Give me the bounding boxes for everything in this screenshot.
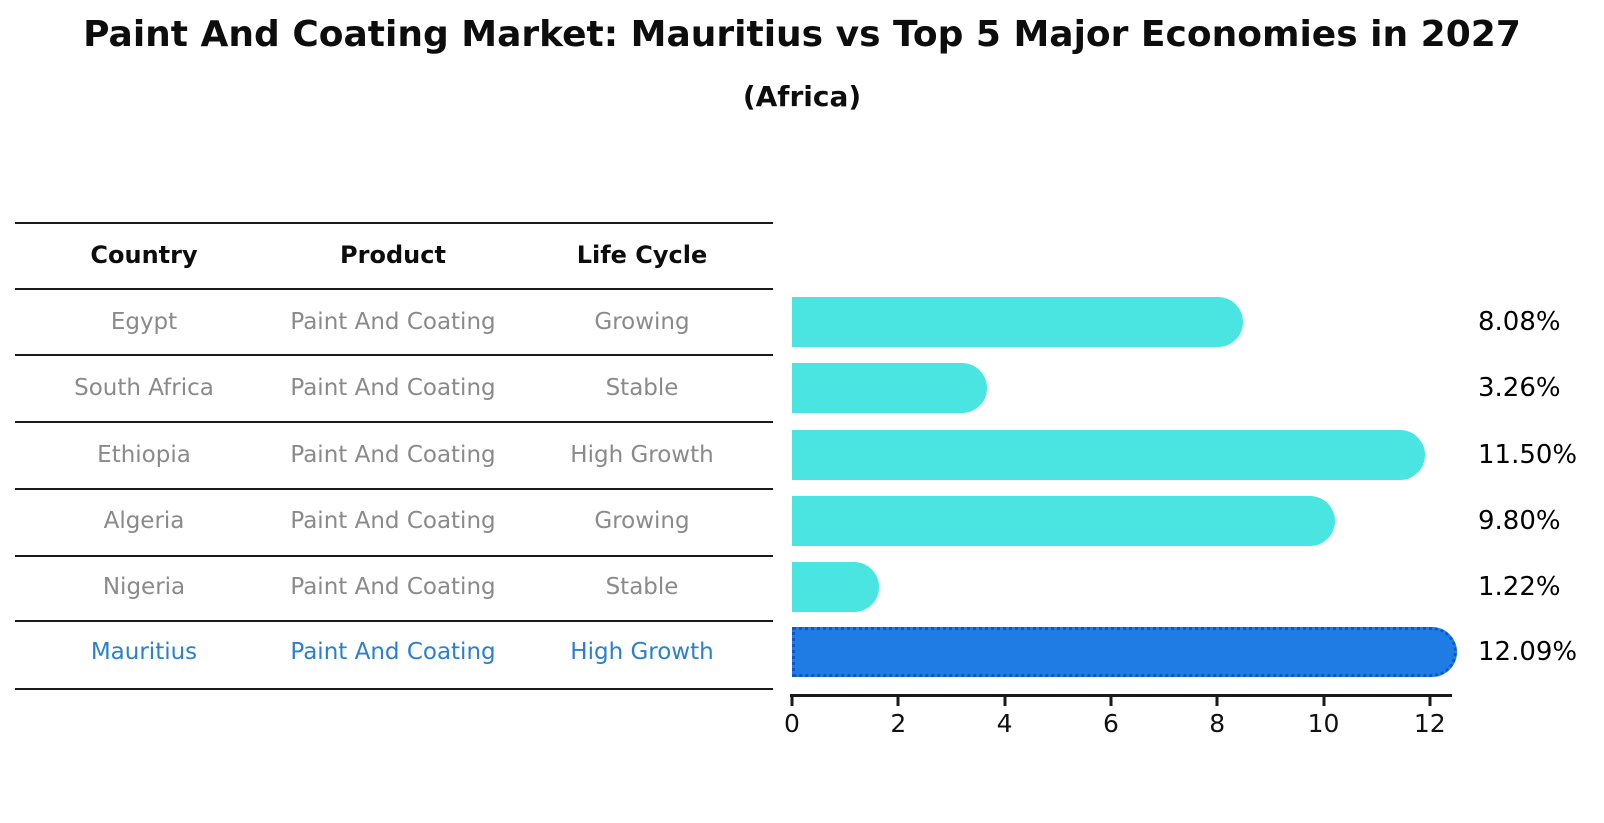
table-cell-country: Egypt	[110, 309, 178, 335]
value-label: 9.80%	[1478, 506, 1561, 536]
value-label: 3.26%	[1478, 373, 1561, 403]
table-line	[15, 555, 773, 557]
table-cell-life-cycle-highlighted: High Growth	[570, 639, 714, 665]
table-cell-country-highlighted: Mauritius	[90, 639, 198, 665]
table-cell-life-cycle: High Growth	[570, 442, 714, 468]
value-label: 11.50%	[1478, 440, 1578, 470]
bar-egypt	[792, 297, 1244, 347]
table-cell-product-highlighted: Paint And Coating	[290, 639, 496, 665]
x-axis-tick-label: 12	[1413, 709, 1446, 738]
table-cell-country: Ethiopia	[97, 442, 191, 468]
table-cell-product: Paint And Coating	[290, 442, 496, 468]
table-cell-product: Paint And Coating	[290, 508, 496, 534]
table-cell-product: Paint And Coating	[290, 375, 496, 401]
table-cell-life-cycle: Stable	[605, 375, 679, 401]
x-axis-tick	[1322, 697, 1325, 706]
bar-south-africa	[792, 363, 988, 413]
table-cell-life-cycle: Stable	[605, 574, 679, 600]
x-axis-tick-label: 2	[890, 709, 907, 738]
page-subtitle: (Africa)	[742, 80, 862, 113]
x-axis-tick	[1003, 697, 1007, 706]
table-line	[15, 354, 773, 356]
table-cell-country: Algeria	[103, 508, 185, 534]
table-cell-product: Paint And Coating	[290, 309, 496, 335]
table-header-life-cycle: Life Cycle	[576, 241, 708, 269]
table-header-product: Product	[340, 241, 446, 269]
x-axis-tick	[1109, 697, 1113, 706]
bar-mauritius-highlighted	[792, 627, 1457, 677]
value-label: 12.09%	[1478, 637, 1578, 667]
bar-algeria	[792, 496, 1335, 546]
table-header-country: Country	[90, 241, 198, 269]
table-line	[15, 288, 773, 290]
table-line	[15, 620, 773, 622]
table-line	[15, 421, 773, 423]
table-cell-country: South Africa	[74, 375, 214, 401]
page-title: Paint And Coating Market: Mauritius vs T…	[83, 14, 1521, 55]
x-axis-tick	[1215, 697, 1219, 706]
table-line	[15, 488, 773, 490]
table-line	[15, 688, 773, 690]
x-axis-tick-label: 10	[1307, 709, 1340, 738]
value-label: 8.08%	[1478, 307, 1561, 337]
bar-nigeria	[792, 562, 879, 612]
x-axis-tick	[896, 697, 900, 706]
table-line	[15, 222, 773, 224]
table-cell-product: Paint And Coating	[290, 574, 496, 600]
value-label: 1.22%	[1478, 572, 1561, 602]
bar-ethiopia	[792, 430, 1426, 480]
x-axis-line	[790, 694, 1452, 697]
table-cell-life-cycle: Growing	[594, 508, 690, 534]
table-cell-life-cycle: Growing	[594, 309, 690, 335]
x-axis-tick	[1428, 697, 1432, 706]
x-axis-tick	[790, 697, 794, 706]
x-axis-tick-label: 0	[784, 709, 800, 738]
x-axis-tick-label: 4	[996, 709, 1013, 738]
x-axis-tick-label: 8	[1209, 709, 1226, 738]
x-axis-tick-label: 6	[1102, 709, 1119, 738]
table-cell-country: Nigeria	[102, 574, 186, 600]
